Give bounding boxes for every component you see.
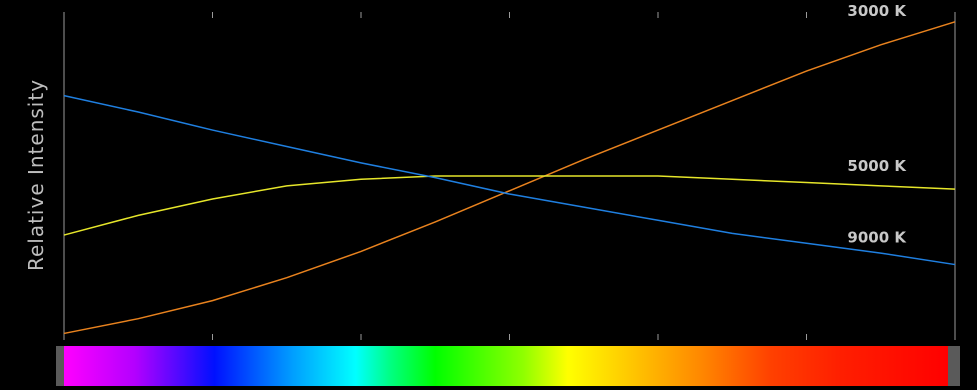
spectrum-bar-left-edge <box>56 346 64 386</box>
series-line-9000k <box>63 94 956 266</box>
series-line-3000k <box>63 21 956 335</box>
spectrum-bar <box>64 346 948 386</box>
y-axis-label: Relative Intensity <box>24 78 48 272</box>
series-line-5000k <box>63 175 956 236</box>
series-label-5000k: 5000 K <box>847 157 907 175</box>
series-label-9000k: 9000 K <box>847 229 907 247</box>
series-label-3000k: 3000 K <box>847 2 907 20</box>
spectrum-bar-right-edge <box>948 346 960 386</box>
